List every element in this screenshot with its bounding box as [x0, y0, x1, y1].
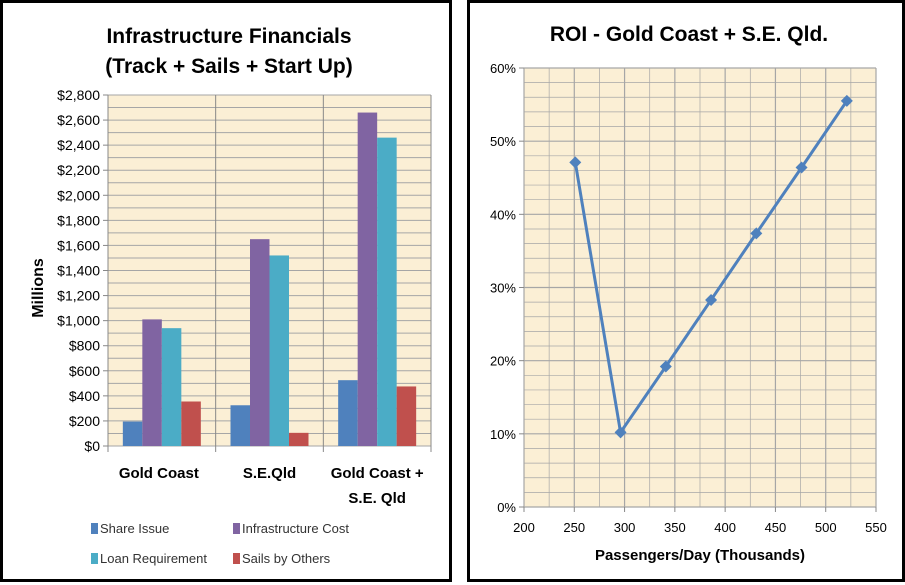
y-tick-label: $1,800 — [57, 212, 100, 228]
line-chart: ROI - Gold Coast + S.E. Qld. Passengers/… — [490, 23, 887, 564]
y-tick-label: $2,400 — [57, 137, 100, 153]
roi-data-point — [705, 293, 718, 306]
y-tick-label: 30% — [490, 281, 516, 296]
y-tick-label: $800 — [69, 338, 100, 354]
y-tick-label: $1,400 — [57, 263, 100, 279]
y-tick-label: $1,200 — [57, 288, 100, 304]
bar-share-issue — [122, 421, 143, 446]
bar-infrastructure-cost — [142, 319, 162, 446]
chart-subtitle: (Track + Sails + Start Up) — [105, 55, 352, 78]
y-tick-label: $1,000 — [57, 313, 100, 329]
y-tick-label: 60% — [490, 61, 516, 76]
y-tick-label: 40% — [490, 207, 516, 222]
x-category-label: Gold Coast — [119, 465, 199, 482]
infrastructure-financials-chart-panel: Infrastructure Financials (Track + Sails… — [0, 0, 452, 582]
y-tick-label: $1,600 — [57, 237, 100, 253]
x-tick-label: 300 — [614, 520, 636, 535]
y-tick-label: $2,200 — [57, 162, 100, 178]
chart-title: Infrastructure Financials — [106, 25, 351, 48]
roi-data-point — [750, 227, 763, 240]
y-tick-label: 20% — [490, 354, 516, 369]
legend-label: Infrastructure Cost — [242, 521, 349, 536]
x-tick-label: 200 — [513, 520, 535, 535]
bar-sails-by-others — [181, 401, 201, 446]
y-tick-label: $2,000 — [57, 187, 100, 203]
x-tick-label: 550 — [865, 520, 887, 535]
roi-data-point — [659, 360, 672, 373]
chart-title: ROI - Gold Coast + S.E. Qld. — [550, 23, 828, 46]
roi-data-point — [614, 426, 627, 439]
roi-data-point — [840, 94, 853, 107]
y-tick-label: $200 — [69, 413, 100, 429]
bar-infrastructure-cost — [357, 112, 378, 447]
roi-chart-panel: ROI - Gold Coast + S.E. Qld. Passengers/… — [467, 0, 905, 582]
bar-loan-requirement — [269, 255, 289, 446]
y-tick-label: $0 — [84, 438, 100, 454]
y-tick-label: 50% — [490, 134, 516, 149]
y-tick-label: 10% — [490, 427, 516, 442]
legend-swatch — [91, 523, 98, 534]
legend-swatch — [233, 523, 240, 534]
legend-swatch — [91, 553, 98, 564]
x-category-label: S.E. Qld — [348, 490, 406, 507]
legend-label: Sails by Others — [242, 551, 331, 566]
bar-share-issue — [230, 405, 250, 446]
y-tick-label: $2,800 — [57, 87, 100, 103]
x-tick-label: 350 — [664, 520, 686, 535]
roi-data-point — [795, 161, 808, 174]
legend-label: Share Issue — [100, 521, 169, 536]
x-axis-label: Passengers/Day (Thousands) — [595, 547, 805, 564]
x-category-label: Gold Coast + — [331, 465, 424, 482]
y-tick-label: $2,600 — [57, 112, 100, 128]
x-tick-label: 400 — [714, 520, 736, 535]
bar-loan-requirement — [161, 328, 182, 446]
x-category-label: S.E.Qld — [243, 465, 296, 482]
bar-infrastructure-cost — [250, 239, 270, 446]
x-tick-label: 500 — [815, 520, 837, 535]
bar-share-issue — [338, 380, 358, 446]
bar-sails-by-others — [396, 386, 417, 446]
y-tick-label: $400 — [69, 388, 100, 404]
y-tick-label: $600 — [69, 363, 100, 379]
x-tick-label: 250 — [563, 520, 585, 535]
y-axis-label: Millions — [30, 258, 47, 318]
bar-chart: Infrastructure Financials (Track + Sails… — [30, 25, 432, 566]
bar-sails-by-others — [289, 432, 309, 446]
legend-swatch — [233, 553, 240, 564]
legend-label: Loan Requirement — [100, 551, 207, 566]
bar-loan-requirement — [377, 137, 397, 446]
x-tick-label: 450 — [765, 520, 787, 535]
y-tick-label: 0% — [497, 500, 516, 515]
roi-data-point — [569, 156, 582, 169]
